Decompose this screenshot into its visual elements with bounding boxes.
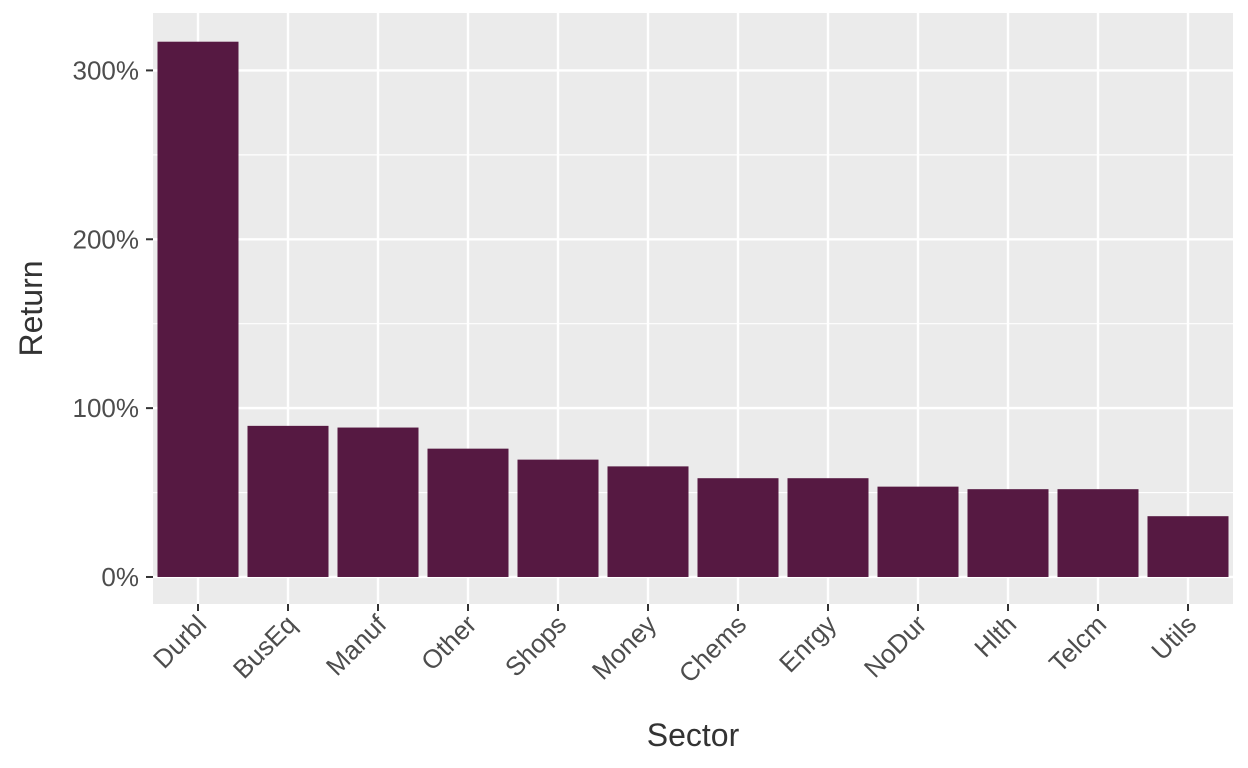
bar-enrgy: [787, 478, 869, 577]
bar-hlth: [967, 489, 1049, 577]
x-tick-label: Enrgy: [773, 609, 842, 678]
bar-durbl: [157, 41, 239, 577]
bars: [157, 41, 1229, 577]
x-tick-label: Other: [415, 609, 482, 676]
x-tick-label: Manuf: [320, 608, 393, 681]
y-tick-label: 0%: [101, 562, 139, 592]
plot-panel: [153, 13, 1233, 604]
bar-other: [427, 448, 509, 577]
x-axis-title: Sector: [647, 717, 740, 753]
x-tick-label: NoDur: [858, 609, 933, 684]
bar-nodur: [877, 486, 959, 577]
x-tick-label: Telcm: [1043, 609, 1112, 678]
x-axis: Durbl BusEq Manuf Other Shops Money Chems Enrgy…: [147, 604, 1202, 688]
bar-utils: [1147, 516, 1229, 577]
bar-shops: [517, 459, 599, 577]
minor-gridlines: [153, 154, 1233, 494]
x-tick-label: Money: [586, 609, 662, 685]
y-axis: 0% 100% 200% 300%: [73, 55, 153, 592]
y-tick-label: 100%: [73, 393, 140, 423]
bar-telcm: [1057, 489, 1139, 577]
x-tick-label: Shops: [499, 609, 572, 682]
x-tick-label: Utils: [1145, 609, 1202, 666]
x-tick-label: BusEq: [227, 609, 302, 684]
y-tick-label: 300%: [73, 55, 140, 85]
x-tick-label: Chems: [673, 609, 752, 688]
bar-money: [607, 466, 689, 577]
y-axis-title: Return: [13, 260, 49, 356]
x-tick-label: Hlth: [968, 609, 1022, 663]
x-tick-label: Durbl: [147, 609, 212, 674]
bar-buseq: [247, 425, 329, 577]
bar-manuf: [337, 427, 419, 577]
bar-chems: [697, 478, 779, 577]
y-tick-label: 200%: [73, 224, 140, 254]
